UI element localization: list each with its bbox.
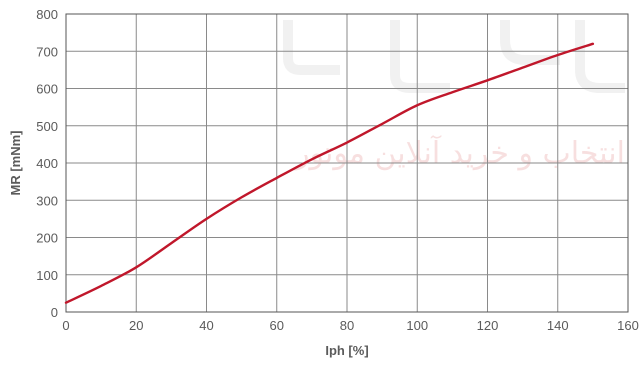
watermark: انتخاب و خرید آنلاین موتور	[283, 20, 625, 171]
grid	[66, 14, 628, 312]
y-tick-label-0: 0	[51, 305, 58, 320]
x-axis-tick-labels: 0 20 40 60 80 100 120 140 160	[62, 318, 638, 333]
y-axis-label: MR [mNm]	[8, 131, 23, 196]
x-tick-label-120: 120	[477, 318, 499, 333]
y-tick-label-600: 600	[36, 82, 58, 97]
x-tick-label-40: 40	[199, 318, 213, 333]
x-tick-label-60: 60	[270, 318, 284, 333]
x-axis-label: Iph [%]	[325, 343, 368, 358]
y-tick-label-800: 800	[36, 7, 58, 22]
x-tick-label-20: 20	[129, 318, 143, 333]
x-tick-label-100: 100	[406, 318, 428, 333]
series-group	[64, 42, 595, 304]
y-tick-label-100: 100	[36, 268, 58, 283]
y-tick-label-500: 500	[36, 119, 58, 134]
y-axis-tick-labels: 0 100 200 300 400 500 600 700 800	[36, 7, 58, 320]
watermark-text: انتخاب و خرید آنلاین موتور	[293, 135, 625, 171]
plot-frame	[65, 13, 629, 313]
x-tick-label-160: 160	[617, 318, 639, 333]
y-tick-label-200: 200	[36, 231, 58, 246]
x-tick-label-80: 80	[340, 318, 354, 333]
x-tick-label-0: 0	[62, 318, 69, 333]
y-tick-label-300: 300	[36, 193, 58, 208]
y-tick-label-700: 700	[36, 44, 58, 59]
y-tick-label-400: 400	[36, 156, 58, 171]
series-line-0	[64, 42, 595, 304]
watermark-logo-shape	[283, 20, 625, 93]
x-tick-label-140: 140	[547, 318, 569, 333]
